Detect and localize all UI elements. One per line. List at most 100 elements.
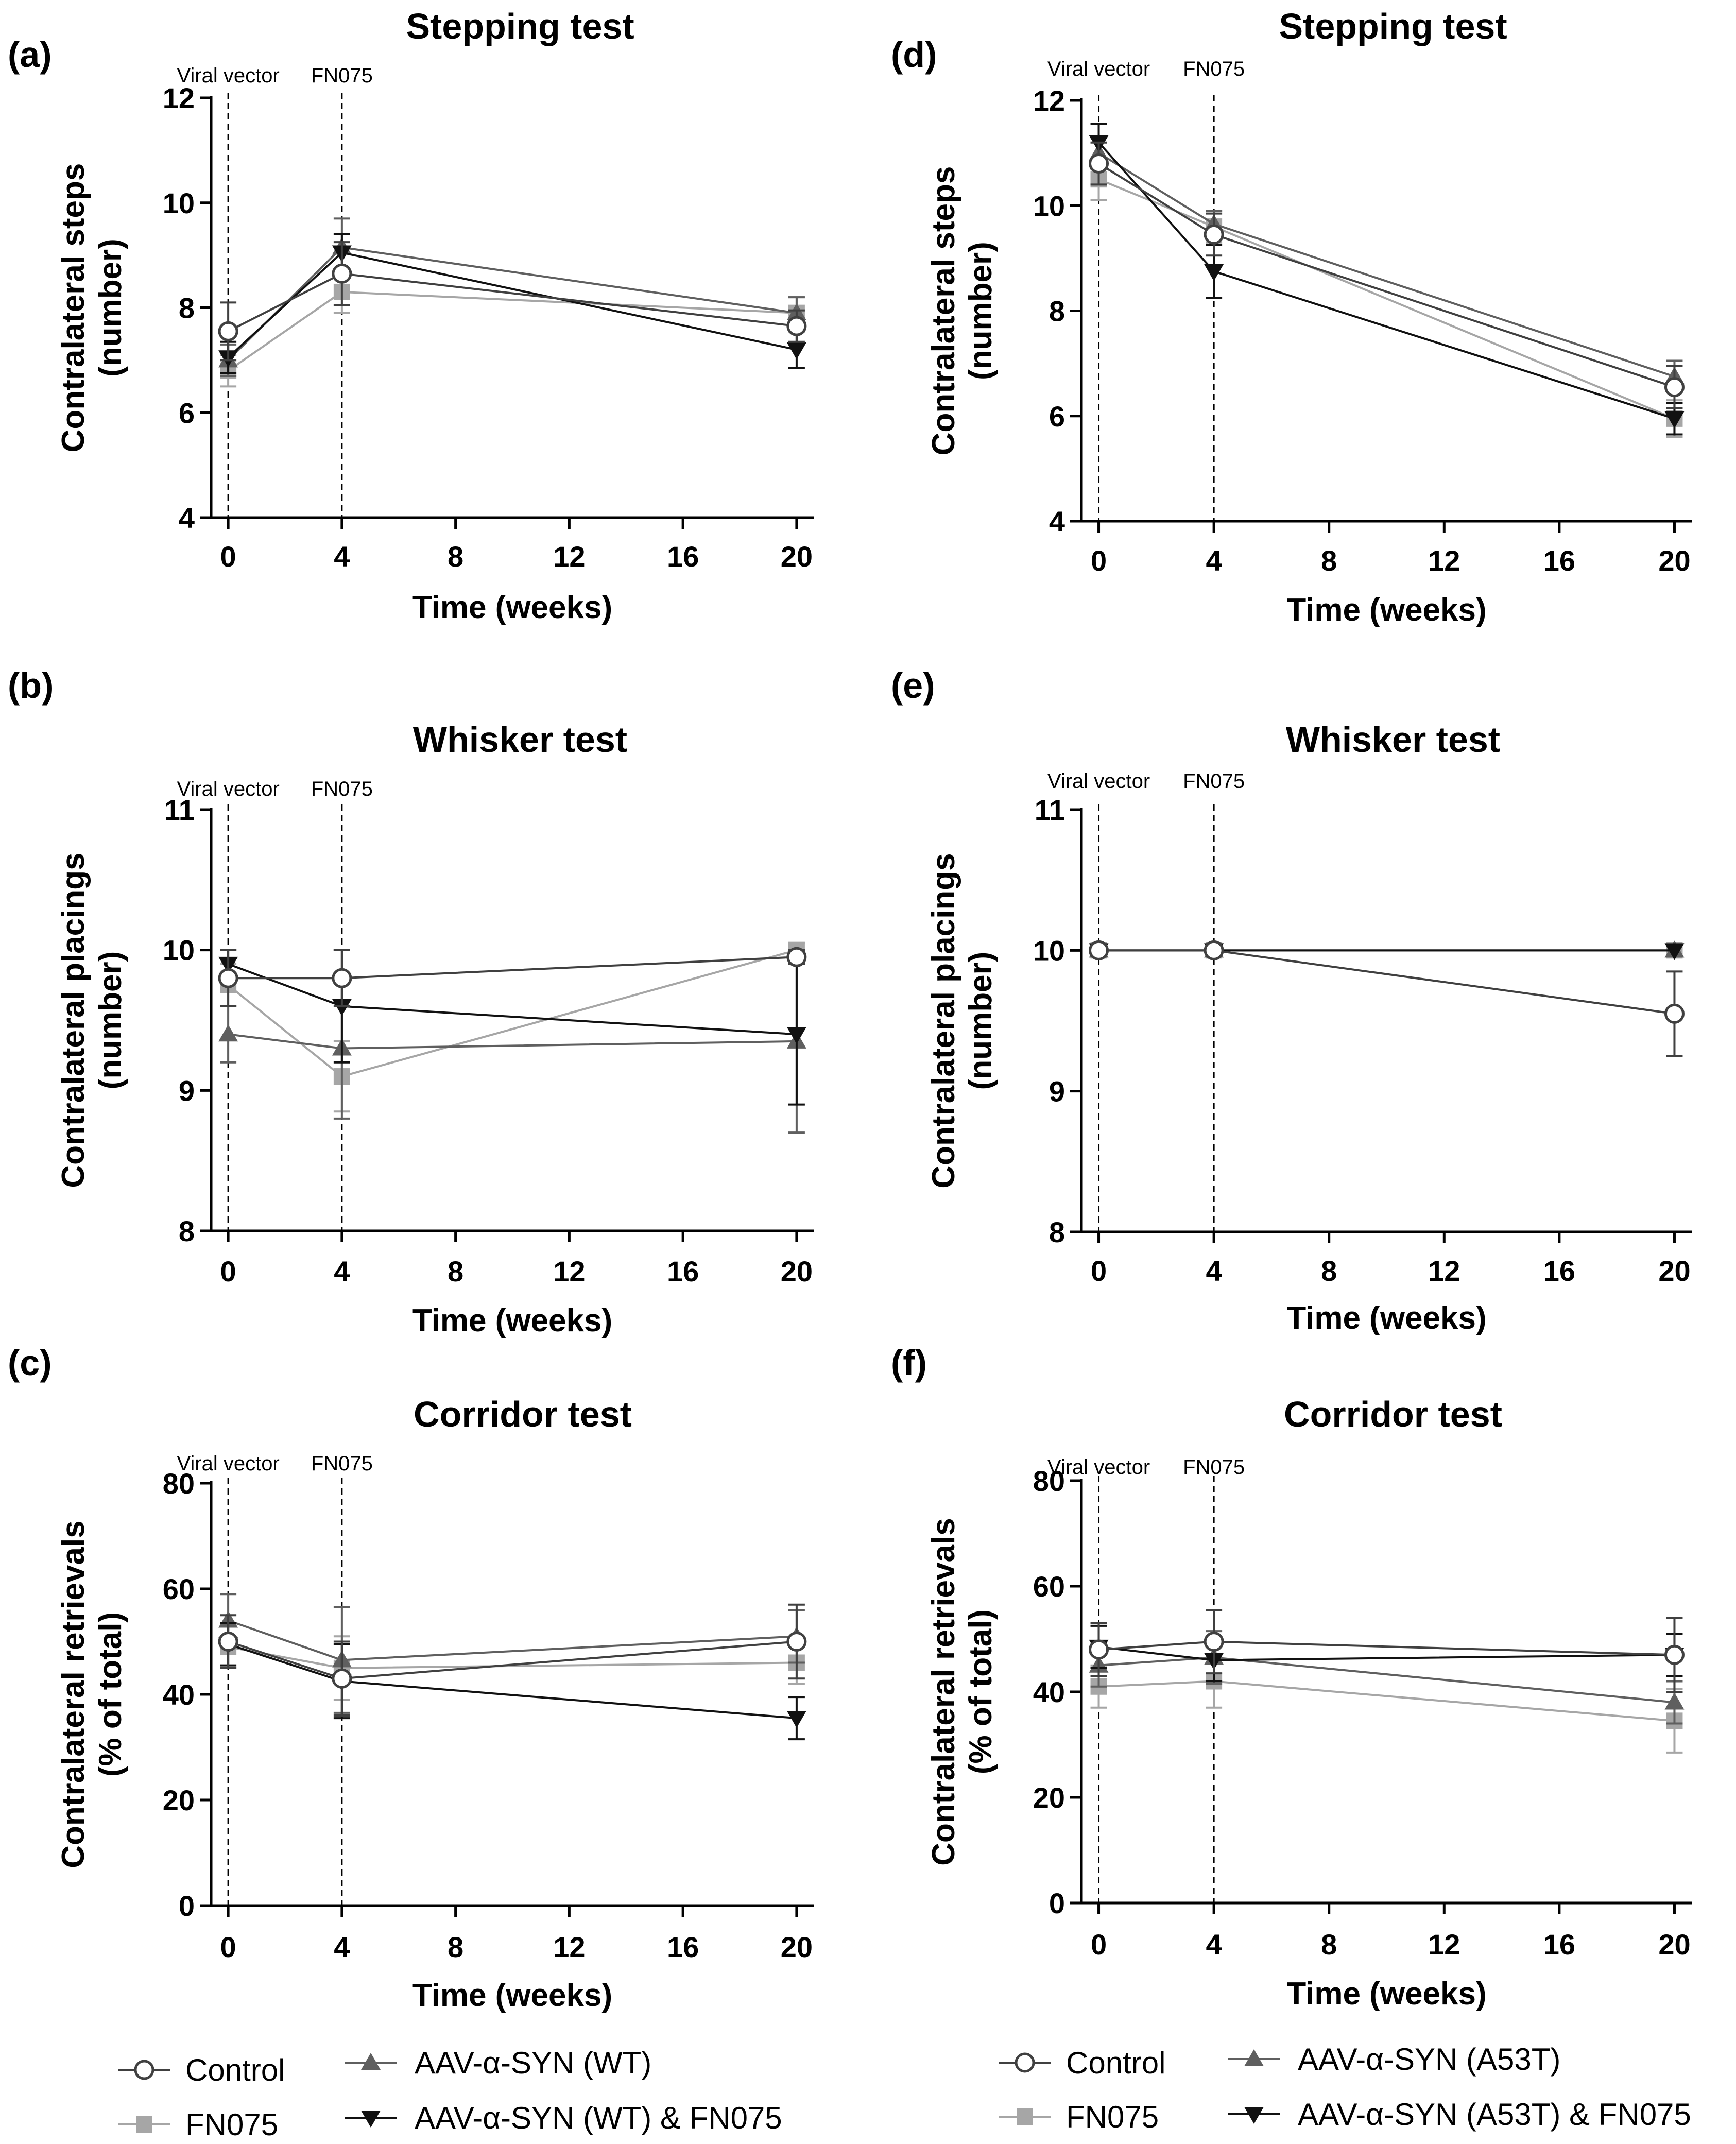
- legend-symbol: [361, 2053, 381, 2070]
- legend-marker: [345, 2053, 397, 2070]
- panel-b: (b) Whisker test Contralateral placings(nu…: [8, 665, 814, 1339]
- data-point: [218, 968, 238, 988]
- data-point: [1204, 1632, 1224, 1652]
- x-tick-label: 12: [1428, 1928, 1460, 1961]
- y-axis-label-line: Contralateral placings: [926, 853, 961, 1188]
- y-axis-label-line: (% of total): [963, 1609, 999, 1774]
- y-axis-label-line: Contralateral steps: [926, 166, 961, 456]
- series-line: [1098, 949, 1675, 1015]
- x-tick-label: 8: [448, 1255, 463, 1288]
- data-point: [1664, 377, 1685, 398]
- series-line: [227, 251, 797, 358]
- y-tick-label: 12: [163, 82, 195, 114]
- legend-symbol: [1017, 2108, 1033, 2125]
- event-label: Viral vector: [177, 64, 279, 87]
- data-point: [332, 263, 352, 284]
- x-tick-label: 12: [553, 1255, 585, 1288]
- chart-title: Whisker test: [1286, 719, 1500, 760]
- series-line: [1098, 1680, 1675, 1722]
- legend-item-fn075: FN075: [999, 2100, 1159, 2134]
- x-tick-label: 12: [1428, 544, 1460, 577]
- x-tick-label: 4: [334, 1931, 350, 1963]
- series-syn-fn075: [1089, 123, 1685, 436]
- x-tick-label: 4: [1206, 1255, 1222, 1287]
- data-point: [1204, 264, 1224, 281]
- legend-symbol: [1244, 2049, 1264, 2066]
- x-tick-label: 8: [448, 1931, 463, 1963]
- y-tick-label: 11: [164, 794, 195, 826]
- x-tick-label: 0: [1091, 544, 1107, 577]
- y-axis-label: Contralateral retrievals(% of total): [56, 1520, 128, 1868]
- legend-marker: [118, 2060, 170, 2080]
- x-tick-label: 8: [1321, 1928, 1337, 1961]
- series-syn: [1089, 940, 1685, 958]
- x-tick-label: 12: [553, 540, 585, 573]
- y-axis-label-line: Contralateral retrievals: [56, 1520, 91, 1868]
- y-tick-label: 6: [179, 397, 195, 429]
- event-label: FN075: [1183, 770, 1245, 793]
- chart-title: Corridor test: [1284, 1394, 1502, 1434]
- series-line: [227, 246, 797, 361]
- x-tick-label: 20: [1658, 544, 1690, 577]
- series-line: [228, 272, 797, 333]
- x-tick-label: 16: [667, 540, 699, 573]
- x-tick-label: 4: [1206, 1928, 1222, 1961]
- legend-item-syn: AAV-α-SYN (WT): [345, 2046, 651, 2080]
- y-tick-label: 80: [1033, 1465, 1065, 1497]
- event-label: Viral vector: [1047, 1456, 1150, 1479]
- panel-c: (c) Corridor test Contralateral retrievals…: [8, 1343, 814, 2013]
- x-tick-label: 0: [1091, 1255, 1107, 1287]
- event-label: Viral vector: [1047, 770, 1150, 793]
- y-tick-label: 0: [179, 1890, 195, 1922]
- y-tick-label: 8: [1049, 1216, 1065, 1248]
- series-syn-fn075: [218, 949, 806, 1106]
- event-label: FN075: [311, 1452, 373, 1475]
- legend-label: Control: [185, 2053, 285, 2087]
- data-point: [218, 1632, 238, 1652]
- y-axis-label-line: Contralateral placings: [56, 852, 91, 1188]
- y-tick-label: 10: [163, 187, 195, 219]
- x-tick-label: 12: [553, 1931, 585, 1963]
- data-point: [786, 342, 806, 359]
- y-tick-label: 60: [1033, 1570, 1065, 1603]
- series-control: [1089, 940, 1685, 1057]
- panel-label: (a): [8, 35, 52, 75]
- y-tick-label: 10: [1033, 934, 1065, 967]
- data-point: [1664, 411, 1685, 428]
- series-line: [1098, 162, 1675, 388]
- y-tick-label: 40: [163, 1678, 195, 1711]
- series-syn: [1089, 136, 1685, 393]
- y-tick-label: 40: [1033, 1676, 1065, 1708]
- legend-item-control: Control: [118, 2053, 285, 2087]
- panel-d: (d) Stepping test Contralateral steps(numb…: [891, 6, 1692, 628]
- y-tick-label: 10: [163, 934, 195, 967]
- series-control: [218, 241, 807, 362]
- legend-symbol: [1244, 2107, 1264, 2124]
- chart-title: Stepping test: [1279, 6, 1507, 46]
- x-tick-label: 4: [334, 540, 350, 573]
- series-control: [1089, 1609, 1685, 1693]
- legend-item-fn075: FN075: [118, 2107, 278, 2142]
- y-axis-label: Contralateral steps(number): [926, 166, 999, 456]
- y-tick-label: 6: [1049, 400, 1065, 433]
- event-label: Viral vector: [177, 778, 279, 800]
- legend-symbol: [136, 2116, 152, 2133]
- legend-marker: [1228, 2107, 1280, 2124]
- data-point: [786, 1632, 807, 1652]
- event-label: FN075: [311, 64, 373, 87]
- series-syn-fn075: [1089, 943, 1685, 960]
- data-point: [1204, 224, 1224, 245]
- y-axis-label-line: (number): [93, 238, 128, 377]
- panel-label: (c): [8, 1343, 52, 1383]
- x-tick-label: 8: [1321, 544, 1337, 577]
- y-tick-label: 20: [163, 1784, 195, 1816]
- x-tick-label: 20: [1658, 1928, 1690, 1961]
- data-point: [332, 999, 352, 1016]
- x-tick-label: 4: [334, 1255, 350, 1288]
- legend-marker: [999, 2052, 1051, 2073]
- x-tick-label: 20: [781, 1931, 813, 1963]
- x-axis-label: Time (weeks): [412, 1303, 612, 1339]
- legend-marker: [1228, 2049, 1280, 2066]
- y-tick-label: 20: [1033, 1781, 1065, 1814]
